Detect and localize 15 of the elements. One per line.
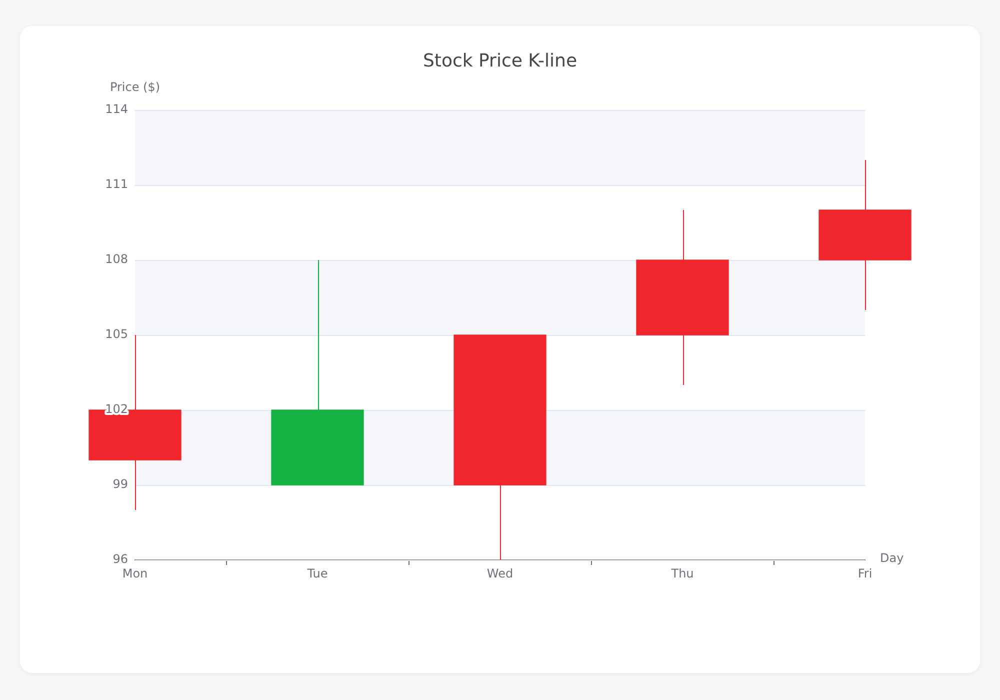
y-tick-label: 96 bbox=[112, 552, 128, 566]
y-tick-label: 114 bbox=[105, 102, 128, 116]
y-tick-label: 105 bbox=[105, 327, 128, 342]
y-axis-title: Price ($) bbox=[110, 80, 160, 94]
y-tick-label: 102 bbox=[105, 402, 128, 416]
x-tick-label: Thu bbox=[670, 566, 694, 580]
chart-title: Stock Price K-line bbox=[422, 50, 578, 72]
x-tick-label: Mon bbox=[122, 566, 148, 580]
y-tick-label: 111 bbox=[105, 177, 128, 192]
y-tick-label: 99 bbox=[112, 477, 128, 492]
x-tick-label: Fri bbox=[858, 566, 872, 580]
y-tick-label: 108 bbox=[105, 252, 128, 266]
x-tick-label: Wed bbox=[486, 566, 514, 580]
x-axis-title: Day bbox=[880, 551, 904, 566]
x-tick-label: Tue bbox=[306, 566, 328, 580]
